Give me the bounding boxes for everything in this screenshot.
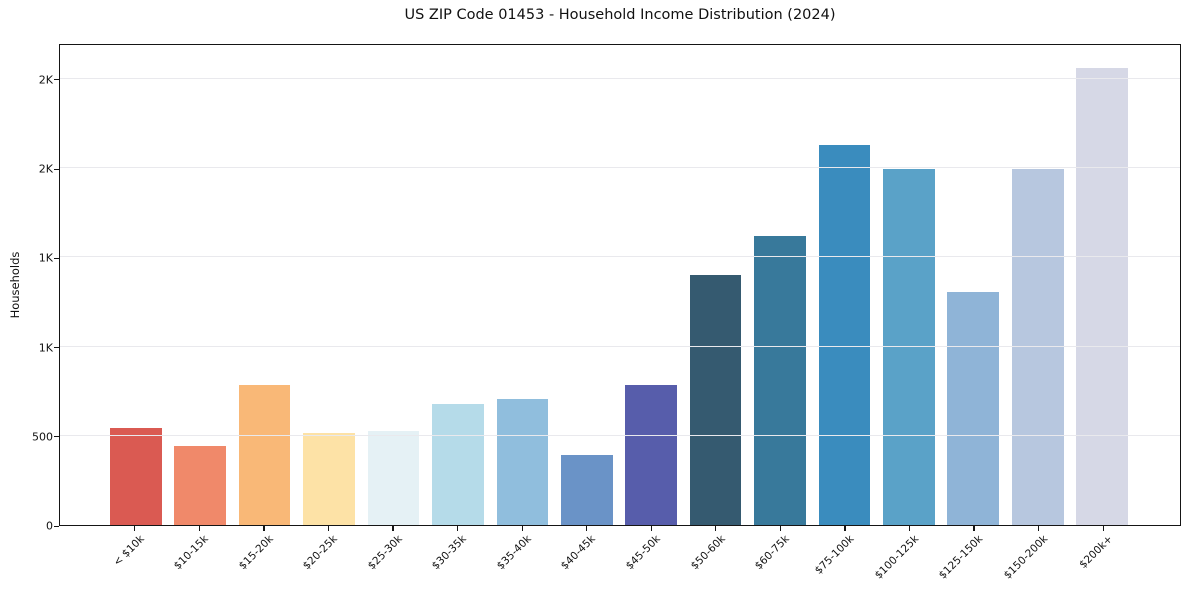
- x-tick-mark: [908, 526, 911, 531]
- y-tick-mark: [54, 79, 59, 81]
- x-tick-mark: [457, 526, 459, 531]
- grid-line: [60, 345, 1180, 347]
- x-tick-mark: [650, 526, 652, 531]
- x-tick-label: $35-40k: [494, 533, 534, 573]
- x-tick-mark: [1102, 526, 1104, 531]
- x-tick-mark: [586, 526, 588, 531]
- x-tick-mark: [779, 526, 782, 531]
- bar-40-45k: [560, 454, 613, 525]
- x-tick-label: $200k+: [1076, 533, 1115, 571]
- x-tick-label: $150-200k: [1001, 533, 1051, 582]
- y-tick-label: 500: [32, 430, 53, 444]
- x-tick-label: $10-15k: [171, 533, 211, 573]
- grid-line: [60, 434, 1180, 436]
- grid-line: [60, 256, 1180, 258]
- y-tick-label: 2K: [38, 73, 53, 87]
- y-tick-mark: [54, 168, 59, 170]
- x-tick-mark: [134, 526, 136, 531]
- bar-10-15k: [174, 445, 227, 525]
- bar-60-75k: [754, 236, 806, 525]
- y-tick-label: 1K: [38, 251, 53, 265]
- chart-title: US ZIP Code 01453 - Household Income Dis…: [404, 7, 836, 23]
- y-tick-label: 0: [46, 519, 53, 533]
- bar-125-150k: [947, 292, 1000, 525]
- y-tick-mark: [54, 436, 59, 438]
- bar-45-50k: [625, 385, 677, 525]
- x-tick-mark: [327, 526, 330, 531]
- x-tick-mark: [973, 526, 975, 531]
- x-tick-mark: [392, 526, 394, 531]
- y-tick-mark: [54, 525, 59, 527]
- plot-area: [59, 44, 1181, 526]
- bar-200k: [1076, 68, 1128, 525]
- x-tick-label: $20-25k: [300, 533, 340, 573]
- x-tick-label: $125-150k: [937, 533, 986, 582]
- x-tick-mark: [198, 526, 200, 531]
- x-tick-label: $50-60k: [688, 533, 728, 573]
- x-tick-mark: [521, 526, 523, 531]
- y-tick-label: 1K: [38, 341, 53, 354]
- y-tick-mark: [54, 347, 59, 349]
- x-tick-label: $45-50k: [623, 533, 663, 573]
- bar-15-20k: [238, 384, 291, 525]
- x-tick-mark: [1038, 526, 1040, 531]
- x-tick-mark: [715, 526, 717, 531]
- bar-100-125k: [883, 169, 935, 525]
- bar-35-40k: [496, 398, 549, 525]
- bar-75-100k: [818, 144, 871, 525]
- y-tick-mark: [54, 257, 59, 259]
- bar-10k: [110, 428, 162, 525]
- x-tick-label: $75-100k: [812, 533, 857, 577]
- y-tick-label: 2K: [38, 162, 53, 176]
- bar-30-35k: [432, 404, 484, 525]
- x-tick-label: $100-125k: [872, 533, 921, 582]
- x-tick-mark: [263, 526, 265, 531]
- grid-line: [60, 77, 1180, 79]
- bar-20-25k: [303, 433, 355, 525]
- bars-container: [110, 45, 1128, 525]
- bar-25-30k: [367, 430, 420, 525]
- grid-line: [60, 167, 1180, 168]
- bar-150-200k: [1011, 169, 1064, 525]
- x-tick-label: $40-45k: [559, 533, 599, 573]
- x-tick-mark: [844, 526, 846, 531]
- x-tick-label: < $10k: [110, 533, 147, 569]
- x-tick-label: $25-30k: [365, 533, 405, 573]
- x-tick-label: $60-75k: [752, 533, 792, 573]
- x-tick-label: $15-20k: [236, 533, 276, 573]
- x-tick-label: $30-35k: [430, 533, 470, 573]
- bar-50-60k: [689, 275, 742, 525]
